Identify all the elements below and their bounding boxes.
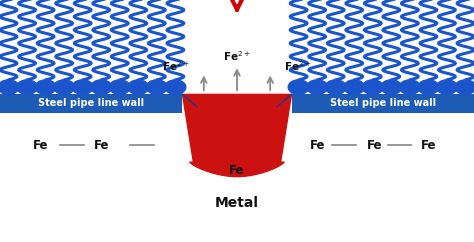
Bar [0, 94, 182, 113]
Bar [292, 94, 474, 113]
Ellipse shape [146, 80, 167, 94]
Ellipse shape [72, 80, 93, 94]
Text: Fe: Fe [229, 164, 245, 177]
Text: Metal: Metal [215, 196, 259, 210]
Text: Fe$^{2+}$: Fe$^{2+}$ [223, 49, 251, 63]
Ellipse shape [325, 80, 346, 94]
Ellipse shape [165, 80, 186, 94]
Text: Fe: Fe [310, 139, 325, 152]
Text: Fe: Fe [421, 139, 437, 152]
Ellipse shape [91, 80, 112, 94]
Ellipse shape [128, 80, 149, 94]
Ellipse shape [0, 80, 19, 94]
Ellipse shape [54, 80, 74, 94]
Text: Fe: Fe [33, 139, 48, 152]
Ellipse shape [455, 80, 474, 94]
Text: Fe$^{2+}$: Fe$^{2+}$ [284, 59, 312, 73]
Text: Fe: Fe [367, 139, 382, 152]
Text: Steel pipe line wall: Steel pipe line wall [330, 98, 436, 108]
Ellipse shape [307, 80, 328, 94]
Ellipse shape [437, 80, 457, 94]
Text: Steel pipe line wall: Steel pipe line wall [38, 98, 144, 108]
Ellipse shape [35, 80, 56, 94]
Text: Fe: Fe [94, 139, 109, 152]
Ellipse shape [344, 80, 365, 94]
Ellipse shape [288, 80, 309, 94]
Ellipse shape [381, 80, 402, 94]
Ellipse shape [17, 80, 37, 94]
Ellipse shape [362, 80, 383, 94]
Polygon shape [182, 94, 292, 177]
Text: Fe$^{2+}$: Fe$^{2+}$ [162, 59, 190, 73]
Ellipse shape [109, 80, 130, 94]
Ellipse shape [400, 80, 420, 94]
Ellipse shape [418, 80, 439, 94]
